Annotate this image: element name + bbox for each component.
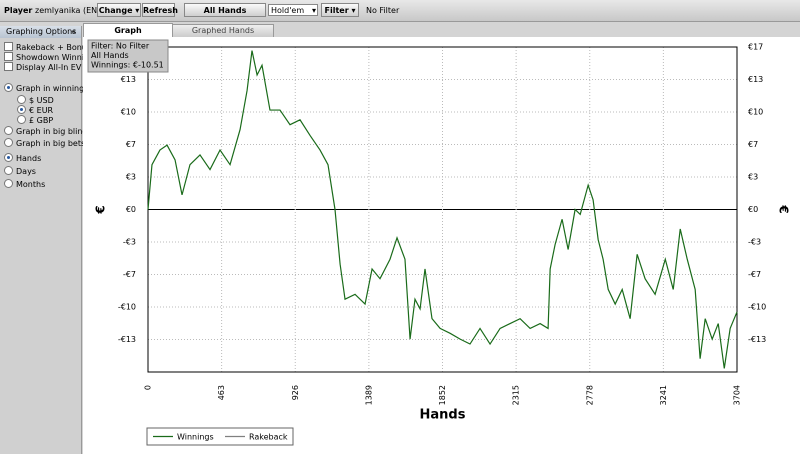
tab-graphed-hands[interactable]: Graphed Hands	[172, 24, 274, 38]
radio[interactable]	[17, 115, 26, 124]
filter-text: Filter	[324, 6, 349, 15]
chart-background	[83, 37, 800, 454]
period-label: Hands	[16, 154, 42, 163]
refresh-button[interactable]: Refresh	[142, 3, 178, 17]
x-tick-label: 926	[291, 385, 300, 400]
y2-tick-label: €7	[748, 140, 758, 149]
legend-label: Winnings	[177, 433, 214, 442]
game-select[interactable]: Hold'em ▾	[268, 4, 318, 16]
checkbox[interactable]	[4, 62, 13, 71]
y-tick-label: €7	[126, 140, 136, 149]
currency[interactable]: $ USD	[17, 95, 54, 106]
filter-status: No Filter	[366, 6, 400, 15]
period-label: Days	[16, 167, 36, 176]
currency-label: € EUR	[29, 106, 54, 115]
x-tick-label: 2315	[512, 385, 521, 405]
legend-label: Rakeback	[249, 433, 288, 442]
radio[interactable]	[4, 83, 13, 92]
player-name: zemlyanika (ENT)	[35, 6, 106, 15]
option-checkbox-label: Display All-In EV	[16, 63, 82, 72]
tab-graph[interactable]: Graph	[83, 23, 173, 37]
period-label: Months	[16, 180, 46, 189]
annotation-text: Filter: No Filter	[91, 42, 150, 51]
change-button[interactable]: Change ▾	[97, 3, 141, 17]
option-checkbox[interactable]: Showdown Winnings	[4, 52, 98, 63]
option-checkbox[interactable]: Display All-In EV	[4, 62, 81, 73]
y2-tick-label: -€10	[748, 302, 766, 311]
y-tick-label: -€13	[118, 335, 136, 344]
change-text: Change	[98, 6, 133, 15]
legend-box	[146, 427, 294, 446]
annotation-text: All Hands	[91, 51, 129, 60]
y-tick-label: €13	[121, 75, 136, 84]
x-tick-label: 3704	[733, 385, 742, 405]
sidebar-title: Graphing Options	[6, 27, 77, 36]
currency-label: $ USD	[29, 96, 54, 105]
y2-axis-label: €	[777, 204, 791, 213]
x-tick-label: 1389	[364, 385, 373, 405]
period[interactable]: Months	[4, 179, 45, 190]
currency[interactable]: € EUR	[17, 105, 53, 116]
y-tick-label: -€10	[118, 302, 136, 311]
currency[interactable]: £ GBP	[17, 115, 53, 126]
y-tick-label: €10	[121, 108, 136, 117]
x-tick-label: 1852	[438, 385, 447, 405]
y-tick-label: €3	[126, 173, 136, 182]
checkbox[interactable]	[4, 52, 13, 61]
x-axis-label: Hands	[420, 408, 466, 423]
currency-label: £ GBP	[29, 116, 54, 125]
y2-tick-label: €3	[748, 173, 758, 182]
sidebar: Graphing Options « Rakeback + Bonuses Show…	[0, 26, 100, 454]
x-tick-label: 3241	[659, 385, 668, 405]
chart: €17€17€13€13€10€10€7€7€3€3€0€0-€3-€3-€7-…	[83, 37, 800, 454]
y2-tick-label: €13	[748, 75, 763, 84]
y-tick-label: -€3	[123, 237, 136, 246]
period[interactable]: Days	[4, 166, 36, 177]
player-label: Player	[4, 6, 33, 15]
y2-tick-label: -€7	[748, 270, 761, 279]
y2-tick-label: €0	[748, 205, 758, 214]
game-text: Hold'em	[271, 6, 305, 15]
y2-tick-label: €17	[748, 43, 763, 52]
option-checkbox[interactable]: Rakeback + Bonuses	[4, 42, 100, 53]
y2-tick-label: -€13	[748, 335, 766, 344]
graph-mode[interactable]: Graph in big bets	[4, 138, 85, 149]
x-tick-label: 2778	[585, 385, 594, 405]
graph-mode[interactable]: Graph in big blinds	[4, 126, 92, 137]
option-checkbox-label: Rakeback + Bonuses	[16, 43, 101, 52]
toolbar: Player zemlyanika (ENT) Change ▾ Refresh…	[0, 0, 800, 22]
graph-mode-label: Graph in winnings	[16, 84, 89, 93]
radio[interactable]	[4, 166, 13, 175]
option-checkbox-label: Showdown Winnings	[16, 53, 99, 62]
graph-mode-label: Graph in big bets	[16, 139, 86, 148]
all-hands-button[interactable]: All Hands	[184, 3, 266, 17]
y2-tick-label: -€3	[748, 237, 761, 246]
y-axis-label: €	[94, 205, 108, 214]
radio[interactable]	[17, 105, 26, 114]
graph-mode-label: Graph in big blinds	[16, 127, 92, 136]
graph-mode[interactable]: Graph in winnings	[4, 83, 88, 94]
period[interactable]: Hands	[4, 153, 41, 164]
annotation-box	[87, 39, 169, 73]
annotation-text: Winnings: €-10.51	[91, 61, 164, 70]
radio[interactable]	[4, 153, 13, 162]
y2-tick-label: €10	[748, 108, 763, 117]
checkbox[interactable]	[4, 42, 13, 51]
radio[interactable]	[17, 95, 26, 104]
radio[interactable]	[4, 138, 13, 147]
radio[interactable]	[4, 179, 13, 188]
radio[interactable]	[4, 126, 13, 135]
y-tick-label: -€7	[123, 270, 136, 279]
winnings-line	[147, 50, 738, 369]
x-tick-label: 0	[144, 385, 153, 390]
x-tick-label: 463	[217, 385, 226, 400]
y-tick-label: €0	[126, 205, 136, 214]
filter-button[interactable]: Filter ▾	[321, 3, 359, 17]
sidebar-header: Graphing Options «	[0, 26, 81, 38]
